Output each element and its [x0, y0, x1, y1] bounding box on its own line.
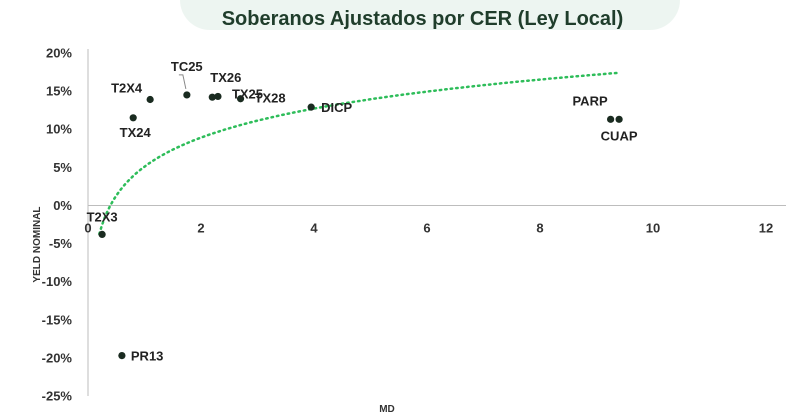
brand-watermark [180, 0, 680, 30]
x-tick-label: 8 [536, 220, 543, 235]
point-label: CUAP [601, 128, 638, 143]
chart-title: Soberanos Ajustados por CER (Ley Local) [221, 8, 624, 30]
data-point [236, 95, 245, 103]
tc25-leader-line [178, 74, 187, 90]
y-tick-label: -10% [42, 274, 73, 289]
trendline [98, 71, 621, 236]
point-label: TX28 [255, 91, 286, 106]
point-label: T2X3 [87, 209, 118, 224]
data-point [183, 91, 191, 99]
x-tick-label: 12 [759, 220, 773, 235]
data-points [98, 91, 623, 360]
x-tick-label: 6 [423, 220, 430, 235]
y-axis-title: YELD NOMINAL [32, 206, 43, 282]
y-tick-label: 5% [53, 160, 72, 175]
data-point [307, 103, 315, 111]
point-label: DICP [321, 100, 352, 115]
trendline-path [98, 71, 621, 236]
data-point [214, 92, 222, 101]
y-tick-label: -5% [49, 236, 73, 251]
y-axis-ticks: 20% 15% 10% 5% 0% -5% -10% -15% -20% -25% [42, 46, 73, 404]
point-label: TC25 [171, 59, 203, 74]
y-tick-label: 0% [53, 198, 72, 213]
y-tick-label: -15% [42, 312, 73, 327]
data-point [129, 114, 137, 122]
point-label: TX26 [210, 70, 241, 85]
data-point [146, 95, 154, 104]
x-tick-label: 10 [646, 220, 660, 235]
y-tick-label: -25% [42, 389, 73, 404]
x-tick-label: 2 [197, 220, 204, 235]
x-tick-label: 4 [310, 220, 318, 235]
y-tick-label: 20% [46, 46, 72, 61]
y-tick-label: 10% [46, 122, 72, 137]
point-label: T2X4 [111, 80, 143, 95]
data-point [98, 230, 106, 239]
data-point [118, 352, 126, 360]
data-point [208, 93, 216, 101]
x-axis-title: MD [379, 404, 395, 415]
point-label: TX25 [232, 86, 263, 101]
y-tick-label: 15% [46, 84, 72, 99]
x-axis-ticks: 0 2 4 6 8 10 12 [84, 220, 773, 235]
point-label: PARP [572, 93, 607, 108]
data-point [607, 115, 615, 123]
x-tick-label: 0 [84, 220, 91, 235]
y-tick-label: -20% [42, 350, 73, 365]
data-point [615, 115, 623, 123]
axes [87, 49, 786, 396]
point-label: PR13 [131, 349, 164, 364]
point-label: TX24 [120, 125, 152, 140]
